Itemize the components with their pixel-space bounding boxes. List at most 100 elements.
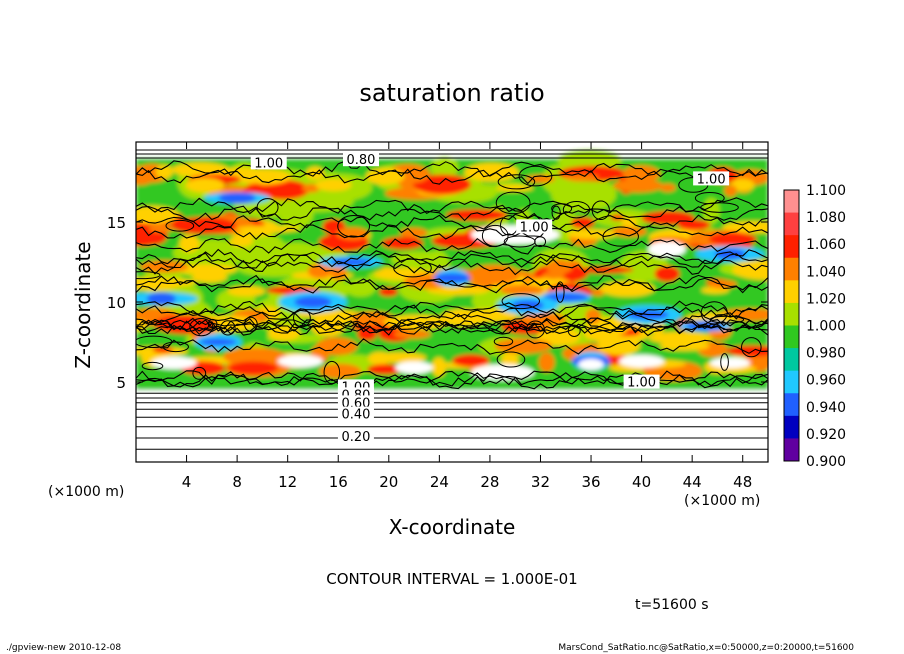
contour-loop — [741, 337, 762, 358]
contour-loop — [602, 226, 639, 247]
supersat-patch — [538, 352, 555, 373]
x-tick-label: 36 — [581, 473, 600, 491]
contour-label: 1.00 — [627, 376, 656, 391]
supersat-patch — [430, 156, 459, 179]
contour-loop — [496, 351, 526, 368]
contour-loop — [165, 219, 195, 232]
supersat-patch — [726, 345, 768, 357]
supersat-patch — [357, 327, 377, 341]
supersat-patch — [236, 225, 301, 233]
contour-loop — [337, 215, 371, 238]
contour-line — [136, 304, 768, 321]
cloud-region — [709, 357, 751, 369]
contour-interval-text: CONTOUR INTERVAL = 1.000E-01 — [326, 570, 577, 588]
supersat-patch — [659, 183, 676, 192]
colorbar-swatch — [784, 438, 799, 462]
contour-line — [136, 317, 768, 334]
subsat-patch — [543, 293, 589, 302]
contour-label-bg — [337, 429, 374, 443]
supersat-patch — [542, 271, 566, 280]
colorbar-swatch — [784, 235, 799, 259]
x-tick-label: 12 — [278, 473, 297, 491]
supersat-patch — [237, 259, 312, 277]
supersat-patch — [365, 167, 405, 185]
supersat-patch — [368, 351, 392, 366]
supersat-patch — [622, 165, 661, 183]
colorbar-swatch — [784, 212, 799, 236]
supersat-patch — [136, 206, 179, 224]
contour-loop — [562, 200, 591, 219]
contour-line — [136, 338, 768, 355]
contour-loop — [694, 192, 725, 205]
supersat-patch — [185, 177, 225, 193]
contour-label-bg — [342, 152, 379, 167]
contour-loop — [293, 308, 311, 328]
saturation-field — [136, 142, 768, 462]
supersat-patch — [155, 164, 173, 179]
supersat-patch — [259, 179, 310, 200]
field-lower-region — [136, 390, 768, 462]
y-axis-ticks: 5 10 15 — [107, 214, 768, 392]
contour-label-bg — [250, 155, 287, 170]
y-tick-label: 5 — [116, 374, 126, 392]
supersat-patch — [452, 354, 490, 367]
supersat-patch — [427, 285, 489, 296]
contour-loop — [720, 353, 729, 371]
contour-loop — [493, 336, 514, 347]
contour-label: 1.00 — [254, 156, 283, 171]
x-tick-label: 4 — [182, 473, 192, 491]
supersat-patch — [367, 364, 403, 375]
contour-line — [136, 197, 768, 214]
colorbar-swatch — [784, 280, 799, 304]
x-tick-label: 16 — [329, 473, 348, 491]
contour-loop — [518, 165, 553, 187]
contour-loop — [567, 324, 581, 337]
supersat-patch — [654, 265, 680, 282]
contour-label: 1.00 — [697, 172, 726, 187]
x-unit-right: (×1000 m) — [684, 493, 760, 509]
contour-label-bg — [693, 171, 730, 186]
subsat-patch — [218, 192, 256, 204]
colorbar-label: 1.020 — [806, 291, 846, 307]
supersat-patch — [232, 169, 291, 185]
contour-line — [136, 168, 768, 185]
colorbar-swatch — [784, 302, 799, 326]
footer-left: ./gpview-new 2010-12-08 — [6, 643, 121, 653]
contour-loop — [497, 174, 536, 190]
supersat-patch — [171, 162, 230, 178]
contour-loop — [555, 281, 565, 303]
supersat-patch — [708, 232, 757, 246]
colorbar-swatch — [784, 325, 799, 349]
supersat-patch — [732, 259, 768, 281]
supersat-patch — [499, 284, 544, 296]
subsat-patch — [433, 273, 471, 283]
x-axis-ticks: 4 8 12 16 20 24 28 32 36 40 44 48 — [182, 142, 752, 491]
supersat-patch — [227, 285, 266, 297]
supersat-patch — [577, 266, 634, 274]
subsat-patch — [294, 296, 332, 308]
y-tick-label: 10 — [107, 294, 126, 312]
x-axis-label: X-coordinate — [389, 515, 516, 539]
contour-line — [136, 252, 768, 269]
supersat-patch — [445, 209, 508, 221]
cloud-region — [395, 361, 434, 374]
contour-loop — [256, 198, 279, 217]
chart-title: saturation ratio — [359, 79, 544, 107]
x-tick-label: 24 — [430, 473, 449, 491]
contour-loop — [503, 235, 536, 248]
contour-loop — [501, 293, 540, 310]
subsat-patch — [199, 338, 237, 346]
contour-line — [136, 309, 768, 326]
y-tick-label: 15 — [107, 214, 126, 232]
colorbar-swatch — [784, 370, 799, 394]
supersat-patch — [597, 336, 641, 356]
contour-line — [136, 370, 768, 386]
colorbar-swatch — [784, 348, 799, 372]
supersat-patch — [496, 184, 534, 192]
supersat-patch — [648, 331, 713, 345]
supersat-patch — [228, 361, 279, 375]
contour-label-bg — [337, 406, 374, 421]
contour-line — [136, 224, 768, 240]
cloud-region — [618, 354, 665, 368]
supersat-patch — [724, 184, 738, 197]
